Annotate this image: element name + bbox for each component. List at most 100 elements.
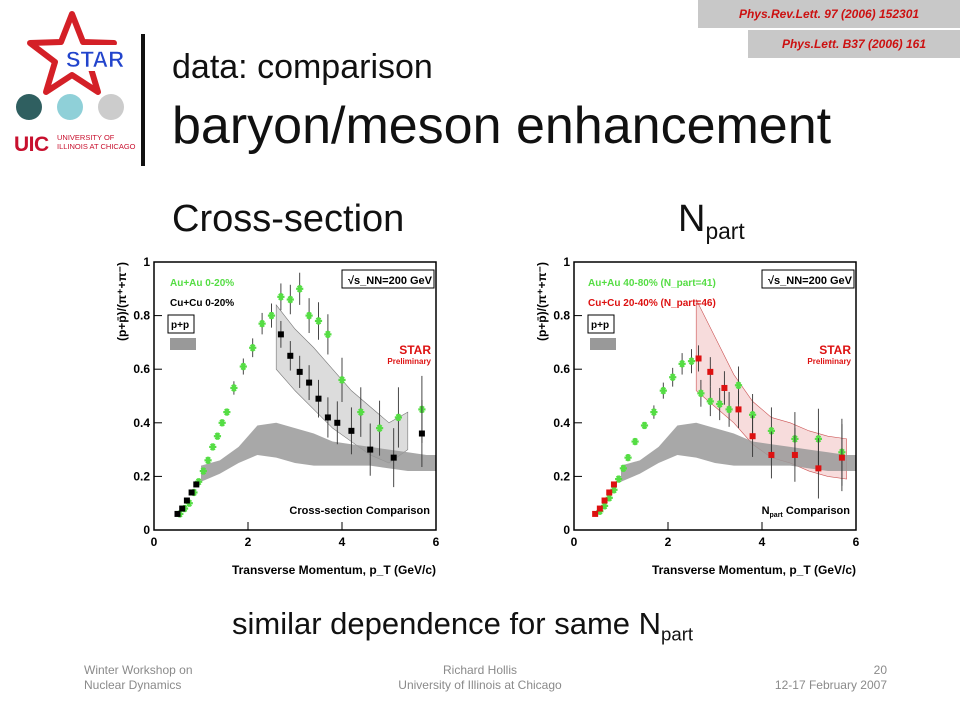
y-tick-label: 0.8 xyxy=(133,309,150,323)
reference-plb: Phys.Lett. B37 (2006) 161 xyxy=(748,30,960,58)
data-point-auau xyxy=(725,405,733,414)
star-logo-text: STAR xyxy=(66,47,124,72)
data-point-cucu xyxy=(749,433,756,440)
slide-caption: similar dependence for same Npart xyxy=(232,606,693,646)
subhead-cross-section: Cross-section xyxy=(172,198,405,240)
data-point-cucu xyxy=(601,497,608,504)
pp-legend-label: p+p xyxy=(171,320,189,331)
footer-left-line2: Nuclear Dynamics xyxy=(84,678,182,692)
data-point-cucu xyxy=(179,505,186,512)
pp-band-area xyxy=(621,422,856,482)
x-tick-label: 2 xyxy=(245,535,252,549)
subhead-npart-sub: part xyxy=(705,217,745,244)
caption-main: similar dependence for same N xyxy=(232,606,662,641)
data-point-cucu xyxy=(592,510,599,517)
data-point-cucu xyxy=(315,395,322,402)
reference-prl: Phys.Rev.Lett. 97 (2006) 152301 xyxy=(698,0,960,28)
data-point-cucu xyxy=(418,430,425,437)
x-axis-label: Transverse Momentum, p_T (GeV/c) xyxy=(232,563,436,577)
data-point-auau xyxy=(716,400,724,408)
data-point-auau xyxy=(631,437,639,446)
chart-cross-section: 0 2 4 6 0 0.2 0.4 0.6 0.8 1 √s_NN=200 GeV Au+Au 0… xyxy=(115,255,440,577)
data-point-auau xyxy=(338,376,346,384)
y-tick-label: 1 xyxy=(143,255,150,269)
pp-legend-swatch xyxy=(170,338,196,350)
footer-left: Winter Workshop on Nuclear Dynamics xyxy=(84,663,193,693)
data-point-auau xyxy=(376,424,384,432)
star-shape xyxy=(27,11,117,95)
footer-center-line2: University of Illinois at Chicago xyxy=(398,678,562,692)
circle-light-teal xyxy=(57,94,83,120)
caption-sub: part xyxy=(661,623,694,645)
subhead-npart: Npart xyxy=(678,198,745,245)
footer-center-line1: Richard Hollis xyxy=(442,663,518,677)
data-point-auau xyxy=(314,317,323,325)
slide-title-line2: baryon/meson enhancement xyxy=(172,97,832,155)
energy-label: √s_NN=200 GeV xyxy=(348,275,433,287)
y-tick-label: 0.4 xyxy=(553,416,570,430)
circle-dark-teal xyxy=(16,94,42,120)
slide-title-line1: data: comparison xyxy=(172,48,433,86)
data-point-auau xyxy=(199,467,207,475)
x-tick-label: 0 xyxy=(151,535,158,549)
data-point-auau xyxy=(678,360,686,368)
star-label-backdrop xyxy=(62,45,128,71)
y-tick-label: 0.6 xyxy=(133,362,150,376)
data-point-auau xyxy=(687,357,696,365)
legend-cucu: Cu+Cu 20-40% (N_part=46) xyxy=(588,298,716,309)
energy-label-box xyxy=(761,269,855,289)
plot-title-main: N xyxy=(762,505,770,517)
data-point-auau xyxy=(209,443,217,451)
data-point-cucu xyxy=(815,465,822,472)
decor-circles xyxy=(16,94,124,120)
plot-frame xyxy=(573,261,857,531)
data-point-auau xyxy=(305,311,313,320)
plot-frame xyxy=(153,261,437,531)
pp-legend-swatch xyxy=(590,338,616,350)
data-point-auau xyxy=(267,311,276,320)
data-point-auau xyxy=(659,386,667,395)
y-tick-label: 0.8 xyxy=(553,309,570,323)
data-point-auau xyxy=(624,453,632,462)
data-point-auau xyxy=(258,319,266,328)
energy-label: √s_NN=200 GeV xyxy=(768,275,853,287)
plot-title-rest: Comparison xyxy=(783,505,851,517)
slide-number: 20 xyxy=(873,663,887,677)
data-point-cucu xyxy=(348,427,355,434)
data-point-auau xyxy=(277,293,285,301)
plot-title-sub: part xyxy=(770,512,784,519)
data-point-auau xyxy=(223,408,231,416)
data-point-auau xyxy=(706,397,714,406)
data-point-auau xyxy=(734,381,743,389)
x-axis-label: Transverse Momentum, p_T (GeV/c) xyxy=(652,563,856,577)
data-point-cucu xyxy=(390,454,397,461)
pp-legend-box xyxy=(587,314,615,334)
legend-auau: Au+Au 40-80% (N_part=41) xyxy=(588,278,716,289)
star-label: STAR xyxy=(399,343,431,357)
data-point-auau xyxy=(394,413,402,422)
y-tick-label: 0.4 xyxy=(133,416,150,430)
star-logo: STAR xyxy=(27,11,128,95)
data-point-auau xyxy=(230,384,238,392)
x-tick-label: 6 xyxy=(433,535,440,549)
data-point-cucu xyxy=(721,384,728,391)
data-point-auau xyxy=(296,285,304,293)
y-tick-label: 0.6 xyxy=(553,362,570,376)
title-divider xyxy=(141,34,145,166)
data-point-auau xyxy=(324,330,332,339)
data-point-auau xyxy=(650,408,658,416)
data-point-cucu xyxy=(296,368,303,375)
data-point-auau xyxy=(239,362,247,371)
data-point-cucu xyxy=(610,481,617,488)
star-label: STAR xyxy=(819,343,851,357)
plot-title: Npart Comparison xyxy=(762,505,851,519)
data-point-cucu xyxy=(596,505,603,512)
chart-npart: 0 2 4 6 0 0.2 0.4 0.6 0.8 1 √s_NN=200 GeV Au+Au 4… xyxy=(535,255,860,577)
y-tick-label: 0 xyxy=(143,523,150,537)
energy-label-box xyxy=(341,269,435,289)
footer-right: 20 12-17 February 2007 xyxy=(775,663,887,693)
data-point-cucu xyxy=(174,510,181,517)
data-point-cucu xyxy=(287,352,294,359)
data-point-cucu xyxy=(277,331,284,338)
y-tick-label: 0 xyxy=(563,523,570,537)
